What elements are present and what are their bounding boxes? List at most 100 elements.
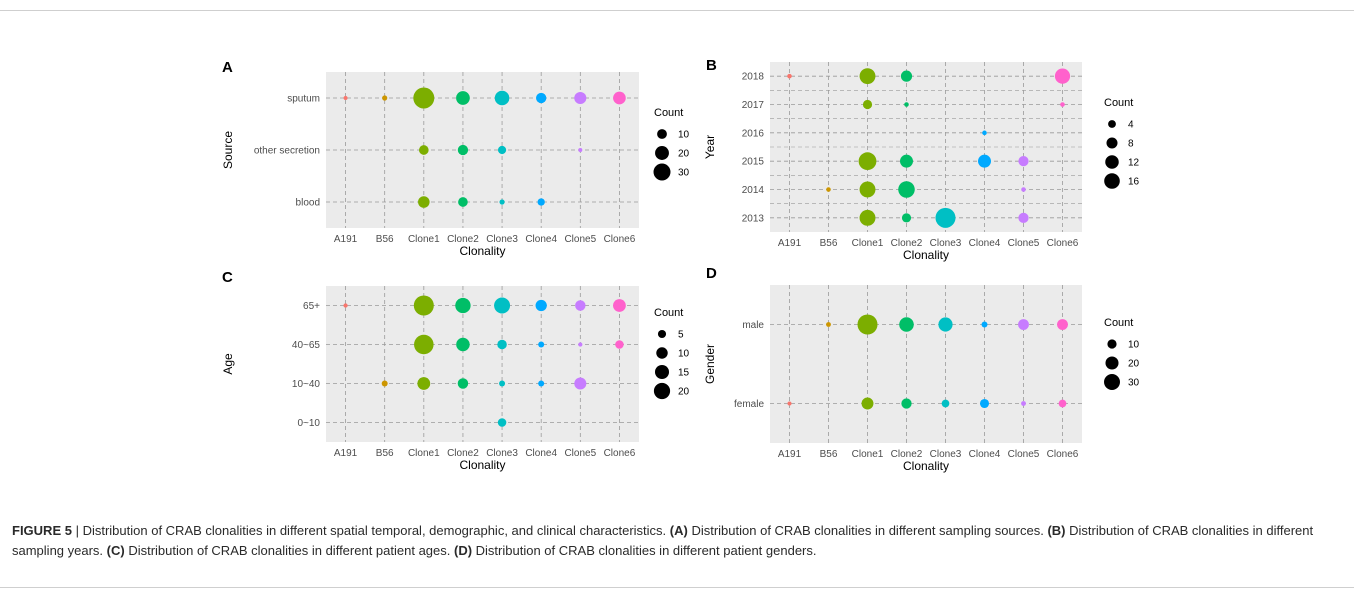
caption-item-b: Distribution of CRAB clonalities in diff… xyxy=(12,523,1314,558)
data-point xyxy=(455,297,471,314)
y-tick-label: 2015 xyxy=(742,157,765,168)
legend-label: 10 xyxy=(678,130,690,141)
data-point xyxy=(575,300,586,311)
data-point xyxy=(900,154,913,168)
data-point xyxy=(898,181,915,198)
x-tick-label: Clone1 xyxy=(408,234,440,245)
y-tick-label: 40~65 xyxy=(292,340,321,351)
y-tick-label: 65+ xyxy=(303,301,320,312)
data-point xyxy=(497,145,507,155)
data-point xyxy=(499,380,506,387)
caption-item-d: Distribution of CRAB clonalities in diff… xyxy=(472,543,817,558)
data-point xyxy=(418,145,429,155)
x-tick-label: Clone2 xyxy=(447,448,479,459)
x-tick-label: Clone2 xyxy=(447,234,479,245)
data-point xyxy=(861,397,874,410)
caption-tag-b: (B) xyxy=(1047,523,1066,538)
x-tick-label: B56 xyxy=(376,448,394,459)
x-tick-label: Clone5 xyxy=(564,234,596,245)
data-point xyxy=(941,399,950,408)
y-tick-label: 10~40 xyxy=(292,379,321,390)
data-point xyxy=(497,418,507,427)
x-tick-label: Clone6 xyxy=(604,234,636,245)
legend-key xyxy=(653,163,671,181)
data-point xyxy=(381,380,388,387)
x-tick-label: Clone4 xyxy=(525,448,557,459)
x-tick-label: Clone5 xyxy=(1008,449,1040,460)
data-point xyxy=(458,197,468,207)
x-tick-label: A191 xyxy=(334,448,358,459)
caption-item-a: Distribution of CRAB clonalities in diff… xyxy=(687,523,1044,538)
panel-d: D A191 B56 Clone1 Clone2 Clone3 Clone4 Clone5 Cl… xyxy=(703,265,1140,473)
data-point xyxy=(978,154,991,168)
legend-label: 20 xyxy=(678,149,690,160)
legend: Count 4 8 12 16 xyxy=(1104,97,1140,189)
data-point xyxy=(457,378,469,389)
data-point xyxy=(938,317,953,332)
y-tick-label: 2017 xyxy=(742,100,765,111)
legend: Count 10 20 30 xyxy=(1104,317,1140,390)
data-point xyxy=(857,314,878,335)
x-axis-title: Clonality xyxy=(459,244,505,258)
x-tick-label: Clone1 xyxy=(852,238,884,249)
data-point xyxy=(1018,156,1029,167)
data-point xyxy=(901,213,912,223)
data-point xyxy=(1021,401,1026,406)
legend-key xyxy=(657,329,667,339)
data-point xyxy=(1058,399,1067,408)
x-axis-title: Clonality xyxy=(459,458,505,472)
y-tick-label: blood xyxy=(296,198,320,209)
data-point xyxy=(826,322,831,327)
caption-text: Distribution of CRAB clonalities in diff… xyxy=(82,523,667,538)
legend-label: 10 xyxy=(1128,340,1140,351)
data-point xyxy=(1018,319,1029,330)
x-tick-label: A191 xyxy=(778,449,802,460)
x-tick-label: A191 xyxy=(334,234,358,245)
x-tick-label: B56 xyxy=(820,449,838,460)
x-axis-title: Clonality xyxy=(903,459,949,473)
data-point xyxy=(981,321,988,328)
legend-label: 30 xyxy=(678,168,690,179)
x-tick-label: Clone3 xyxy=(486,448,518,459)
legend-label: 5 xyxy=(678,330,684,341)
data-point xyxy=(497,339,507,350)
legend-key xyxy=(657,129,667,139)
y-tick-label: other secretion xyxy=(254,146,320,157)
x-tick-label: Clone3 xyxy=(930,449,962,460)
data-point xyxy=(417,377,431,390)
legend-label: 20 xyxy=(1128,359,1140,370)
figure-caption: FIGURE 5 | Distribution of CRAB clonalit… xyxy=(12,521,1332,561)
x-tick-label: Clone2 xyxy=(891,238,923,249)
legend-key xyxy=(1105,356,1119,370)
x-tick-label: Clone6 xyxy=(604,448,636,459)
data-point xyxy=(413,295,434,316)
caption-tag-d: (D) xyxy=(454,543,473,558)
data-point xyxy=(414,334,434,355)
data-point xyxy=(343,303,348,308)
figure-frame xyxy=(0,10,1354,588)
legend-label: 12 xyxy=(1128,158,1140,169)
data-point xyxy=(858,152,877,171)
x-tick-label: Clone6 xyxy=(1047,449,1079,460)
data-point xyxy=(578,148,583,152)
x-tick-label: Clone5 xyxy=(1008,238,1040,249)
data-point xyxy=(859,68,876,85)
y-axis-title: Year xyxy=(703,135,717,159)
data-point xyxy=(1054,68,1071,84)
data-point xyxy=(862,99,873,110)
legend-label: 15 xyxy=(678,368,690,379)
data-point xyxy=(904,102,909,107)
y-tick-label: 2014 xyxy=(742,185,765,196)
data-point xyxy=(859,209,876,226)
y-tick-label: 2016 xyxy=(742,128,765,139)
data-point xyxy=(1018,212,1029,223)
plot-background xyxy=(326,286,639,442)
data-point xyxy=(413,87,435,109)
y-axis-title: Age xyxy=(221,353,235,375)
panel-letter-b: B xyxy=(706,57,717,74)
figure-svg: A A191 B56 Clone1 Clone2 Clone3 Clone4 Clone5 Cl… xyxy=(221,57,1140,473)
x-tick-label: Clone1 xyxy=(408,448,440,459)
y-axis-title: Gender xyxy=(703,344,717,384)
data-point xyxy=(935,207,956,228)
y-axis-title: Source xyxy=(221,131,235,169)
